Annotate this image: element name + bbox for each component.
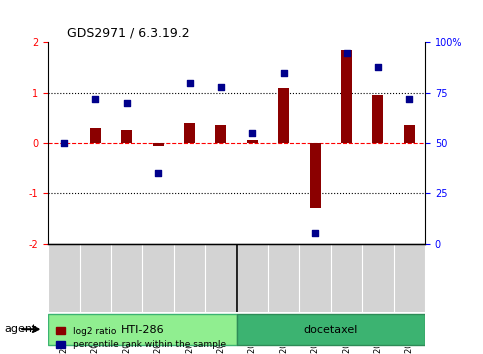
Point [123,100,130,105]
Text: HTI-286: HTI-286 [121,325,164,335]
Text: agent: agent [5,324,37,334]
Point [312,231,319,236]
Point [92,96,99,102]
Bar [121,130,132,143]
Bar [341,50,352,143]
Point [343,50,351,55]
Bar [153,143,164,145]
Text: GDS2971 / 6.3.19.2: GDS2971 / 6.3.19.2 [67,27,190,40]
Point [217,84,225,90]
Point [280,70,288,75]
Bar [372,95,384,143]
Legend: log2 ratio, percentile rank within the sample: log2 ratio, percentile rank within the s… [53,323,229,353]
Bar [278,88,289,143]
FancyBboxPatch shape [237,314,425,345]
Point [374,64,382,69]
Point [185,80,193,86]
FancyBboxPatch shape [48,314,237,345]
Bar [310,143,321,209]
Point [249,130,256,136]
Bar [90,128,101,143]
Point [406,96,413,102]
Bar [215,125,227,143]
Bar [184,123,195,143]
Text: docetaxel: docetaxel [304,325,358,335]
Bar [247,141,258,143]
Point [155,170,162,176]
Bar [404,125,415,143]
Point [60,140,68,146]
